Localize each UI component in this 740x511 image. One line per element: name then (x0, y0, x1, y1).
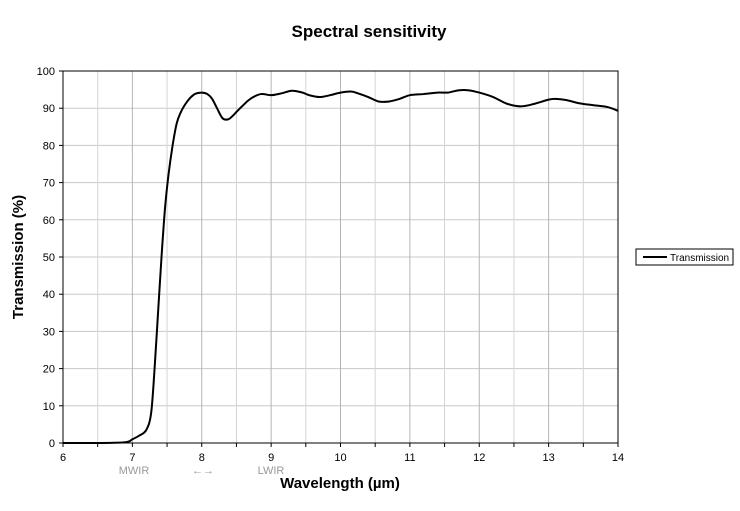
y-axis-title: Transmission (%) (10, 195, 27, 319)
y-tick-label: 30 (43, 326, 55, 338)
series-line-transmission (62, 89, 619, 445)
y-tick-label: 70 (43, 178, 55, 190)
y-tick-label: 50 (43, 252, 55, 264)
band-label-mwir: MWIR (119, 465, 150, 477)
y-tick-label: 60 (43, 215, 55, 227)
series-layer (62, 89, 619, 445)
chart-title: Spectral sensitivity (292, 22, 448, 41)
x-tick-label: 13 (543, 452, 555, 464)
x-tick-label: 14 (612, 452, 624, 464)
x-tick-label: 11 (404, 452, 415, 464)
legend: Transmission (635, 248, 734, 266)
x-tick-label: 7 (129, 452, 135, 464)
band-label-lwir: LWIR (258, 465, 285, 477)
x-tick-label: 9 (268, 452, 274, 464)
band-arrow: ←→ (192, 465, 214, 477)
x-tick-label: 10 (334, 452, 346, 464)
y-tick-label: 0 (49, 438, 55, 450)
y-tick-label: 80 (43, 140, 55, 152)
x-axis-title: Wavelength (µm) (280, 475, 400, 492)
y-tick-label: 20 (43, 364, 55, 376)
legend-label: Transmission (670, 253, 729, 264)
y-tick-label: 10 (43, 401, 55, 413)
x-tick-label: 12 (473, 452, 485, 464)
y-tick-label: 100 (37, 66, 55, 78)
axis-ticks: 0 10 20 30 40 50 60 70 80 90 100 6 7 8 9 10 11 12 13 14 (37, 66, 624, 464)
y-tick-label: 40 (43, 289, 55, 301)
legend-box (635, 248, 734, 266)
grid-lines (63, 71, 618, 443)
y-tick-label: 90 (43, 103, 55, 115)
x-tick-label: 8 (199, 452, 205, 464)
x-tick-label: 6 (60, 452, 66, 464)
